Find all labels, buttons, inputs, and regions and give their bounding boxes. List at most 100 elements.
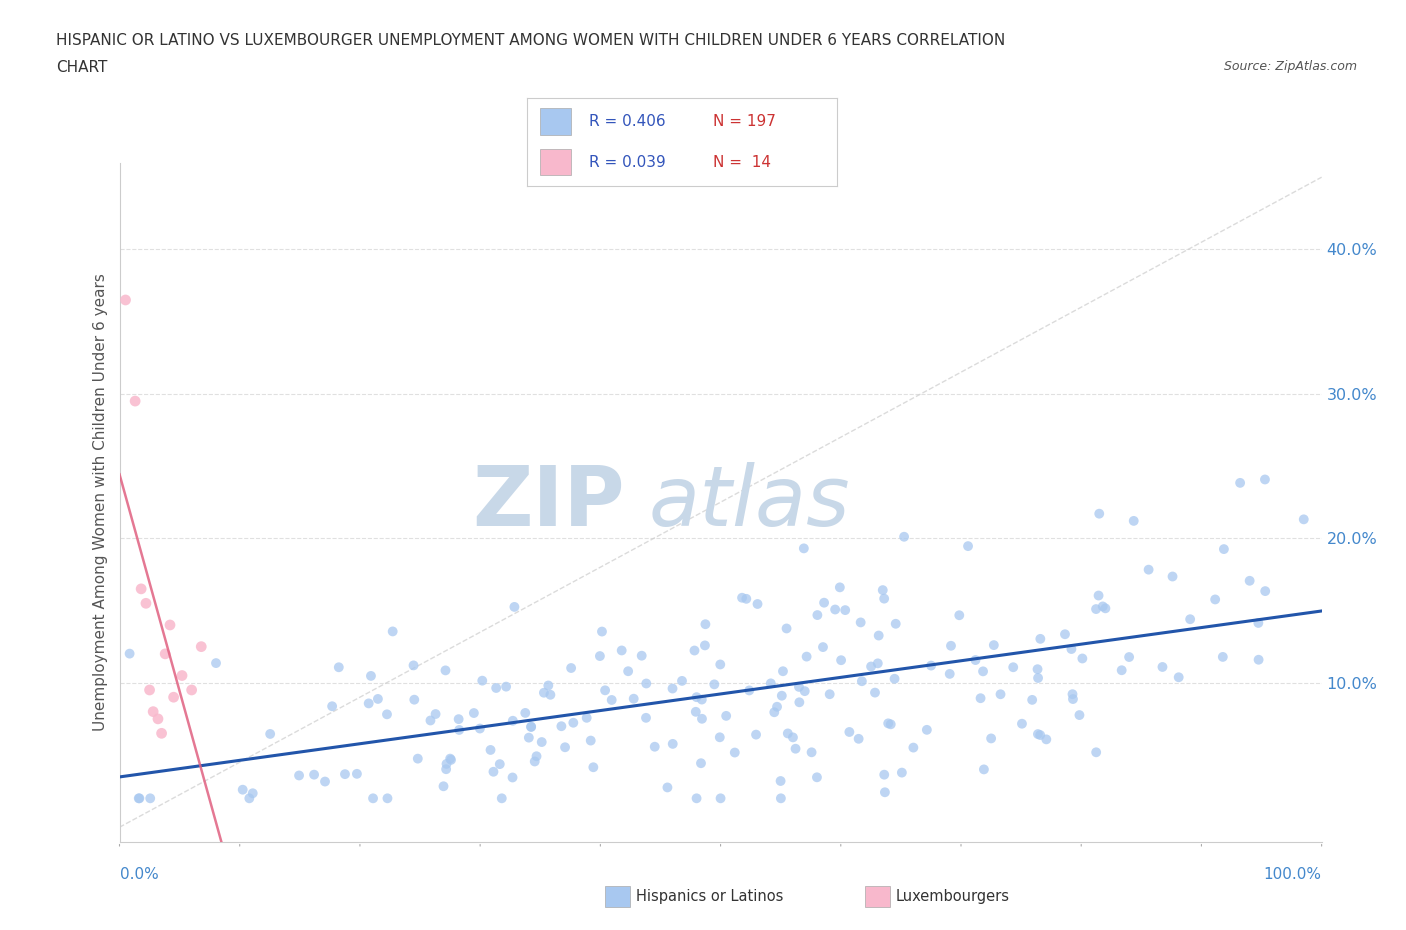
Point	[1088, 506, 1111, 521]
Point	[425, 707, 447, 722]
Point	[560, 660, 582, 675]
Point	[693, 638, 716, 653]
Point	[770, 688, 793, 703]
Point	[1071, 651, 1094, 666]
Point	[685, 704, 707, 719]
Text: N = 197: N = 197	[713, 114, 776, 129]
Point	[440, 752, 463, 767]
Point	[361, 790, 384, 805]
Point	[868, 628, 890, 643]
Point	[135, 596, 157, 611]
Point	[1062, 692, 1084, 707]
Point	[1026, 662, 1049, 677]
Y-axis label: Unemployment Among Women with Children Under 6 years: Unemployment Among Women with Children U…	[93, 273, 108, 731]
Point	[683, 643, 706, 658]
Point	[436, 756, 458, 771]
Point	[1111, 663, 1133, 678]
Point	[1247, 652, 1270, 667]
Point	[118, 646, 141, 661]
Point	[661, 737, 683, 751]
Point	[1053, 627, 1076, 642]
Point	[690, 692, 713, 707]
Point	[851, 673, 873, 688]
Point	[495, 679, 517, 694]
Point	[367, 692, 389, 707]
Point	[139, 790, 162, 805]
Point	[769, 774, 792, 789]
Point	[813, 595, 835, 610]
Point	[1091, 599, 1114, 614]
Point	[884, 617, 907, 631]
Point	[381, 624, 404, 639]
Point	[447, 711, 470, 726]
Point	[775, 621, 797, 636]
Point	[685, 690, 707, 705]
Point	[1239, 573, 1261, 588]
Bar	[540, 149, 571, 176]
Point	[159, 618, 181, 632]
Point	[533, 685, 555, 700]
Point	[1204, 592, 1226, 607]
Point	[554, 739, 576, 754]
Point	[1087, 588, 1109, 603]
Point	[915, 723, 938, 737]
Point	[890, 765, 912, 780]
Point	[863, 685, 886, 700]
Point	[520, 719, 543, 734]
Point	[468, 721, 491, 736]
Point	[600, 693, 623, 708]
Point	[346, 766, 368, 781]
Point	[848, 731, 870, 746]
Point	[834, 603, 856, 618]
Point	[432, 778, 454, 793]
Point	[1035, 732, 1057, 747]
Point	[776, 726, 799, 741]
Point	[288, 768, 311, 783]
Point	[502, 770, 524, 785]
Point	[1247, 616, 1270, 631]
Point	[800, 745, 823, 760]
Point	[806, 607, 828, 622]
Point	[419, 713, 441, 728]
Point	[128, 790, 150, 805]
Text: Hispanics or Latinos: Hispanics or Latinos	[636, 889, 783, 904]
Point	[709, 657, 731, 671]
Point	[434, 663, 457, 678]
Point	[523, 754, 546, 769]
Point	[377, 790, 399, 805]
Point	[610, 643, 633, 658]
Point	[162, 690, 184, 705]
Point	[980, 731, 1002, 746]
Point	[1152, 659, 1174, 674]
Text: 100.0%: 100.0%	[1264, 867, 1322, 882]
Point	[818, 686, 841, 701]
Point	[793, 541, 815, 556]
Point	[709, 730, 731, 745]
Point	[402, 658, 425, 672]
Point	[872, 583, 894, 598]
Point	[314, 774, 336, 789]
Point	[1212, 541, 1234, 556]
Point	[938, 667, 960, 682]
Point	[538, 687, 561, 702]
Point	[1161, 569, 1184, 584]
Point	[1029, 727, 1052, 742]
Point	[406, 751, 429, 766]
Point	[972, 664, 994, 679]
Point	[983, 638, 1005, 653]
Point	[1178, 612, 1201, 627]
Point	[690, 756, 713, 771]
Point	[333, 766, 356, 781]
Point	[404, 692, 426, 707]
Point	[485, 681, 508, 696]
Point	[205, 656, 228, 671]
Point	[463, 706, 485, 721]
Point	[1122, 513, 1144, 528]
Point	[636, 676, 658, 691]
Point	[630, 648, 652, 663]
Point	[731, 591, 754, 605]
Point	[1026, 726, 1049, 741]
Point	[880, 717, 903, 732]
Point	[434, 762, 457, 777]
Point	[582, 760, 605, 775]
